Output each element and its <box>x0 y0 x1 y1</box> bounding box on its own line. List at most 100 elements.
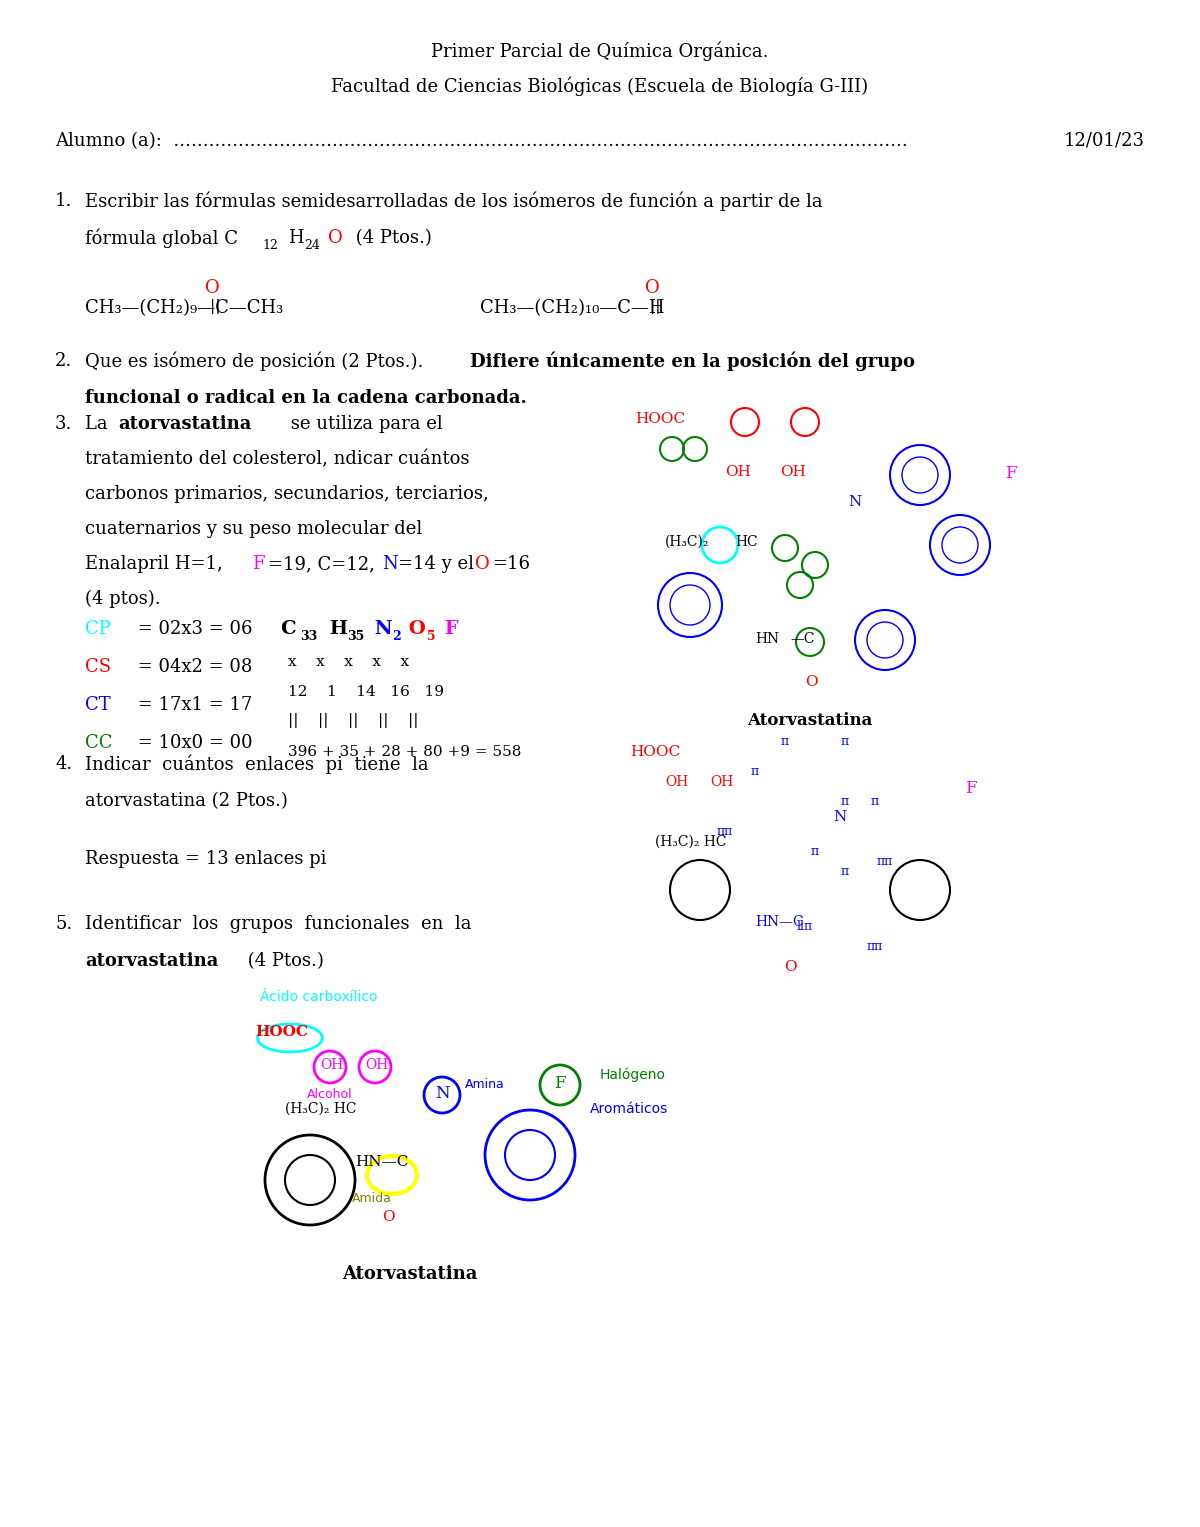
Text: Alcohol: Alcohol <box>307 1089 353 1101</box>
Text: fórmula global C: fórmula global C <box>85 229 238 249</box>
Text: ||: || <box>650 299 660 315</box>
Text: Amina: Amina <box>466 1078 505 1090</box>
Text: N: N <box>833 809 847 825</box>
Text: (4 Ptos.): (4 Ptos.) <box>350 229 432 247</box>
Text: Indicar  cuántos  enlaces  pi  tiene  la: Indicar cuántos enlaces pi tiene la <box>85 754 428 774</box>
Text: O: O <box>402 620 426 638</box>
Text: Primer Parcial de Química Orgánica.: Primer Parcial de Química Orgánica. <box>431 43 769 61</box>
Text: 12/01/23: 12/01/23 <box>1064 131 1145 150</box>
Text: Atorvastatina: Atorvastatina <box>748 712 872 728</box>
Text: =16: =16 <box>492 554 530 573</box>
Text: N: N <box>848 495 862 508</box>
Text: ππ: ππ <box>716 825 733 838</box>
Text: Facultad de Ciencias Biológicas (Escuela de Biología G-III): Facultad de Ciencias Biológicas (Escuela… <box>331 76 869 96</box>
Text: CC: CC <box>85 734 113 751</box>
Text: atorvastatina: atorvastatina <box>85 951 218 970</box>
Text: H: H <box>288 229 304 247</box>
Text: Que es isómero de posición (2 Ptos.).: Que es isómero de posición (2 Ptos.). <box>85 353 430 371</box>
Text: O: O <box>646 279 660 296</box>
Text: Ácido carboxílico: Ácido carboxílico <box>260 989 378 1003</box>
Text: OH: OH <box>665 776 689 789</box>
Text: Escribir las fórmulas semidesarrolladas de los isómeros de función a partir de l: Escribir las fórmulas semidesarrolladas … <box>85 192 823 212</box>
Text: CH₃—(CH₂)₁₀—C—H: CH₃—(CH₂)₁₀—C—H <box>480 299 665 318</box>
Text: HC: HC <box>734 534 757 550</box>
Text: = 10x0 = 00: = 10x0 = 00 <box>132 734 253 751</box>
Text: Enalapril H=1,: Enalapril H=1, <box>85 554 228 573</box>
Text: OH: OH <box>780 466 806 479</box>
Text: O: O <box>784 960 797 974</box>
Text: N: N <box>368 620 392 638</box>
Text: HOOC: HOOC <box>635 412 685 426</box>
Text: HN—C: HN—C <box>355 1154 408 1170</box>
Text: (H₃C)₂: (H₃C)₂ <box>665 534 709 550</box>
Text: llπ: llπ <box>797 919 814 933</box>
Text: —C: —C <box>790 632 815 646</box>
Text: O: O <box>382 1209 395 1225</box>
Text: 5.: 5. <box>55 915 72 933</box>
Text: carbonos primarios, secundarios, terciarios,: carbonos primarios, secundarios, terciar… <box>85 486 488 502</box>
Text: 1.: 1. <box>55 192 72 211</box>
Text: Amida: Amida <box>352 1193 392 1205</box>
Text: 24: 24 <box>304 240 320 252</box>
Text: x    x    x    x    x: x x x x x <box>288 655 409 669</box>
Text: =19, C=12,: =19, C=12, <box>268 554 380 573</box>
Text: (H₃C)₂ HC: (H₃C)₂ HC <box>655 835 726 849</box>
Text: N: N <box>382 554 397 573</box>
Text: = 04x2 = 08: = 04x2 = 08 <box>132 658 252 676</box>
Text: OH: OH <box>365 1058 389 1072</box>
Text: OH: OH <box>710 776 733 789</box>
Text: cuaternarios y su peso molecular del: cuaternarios y su peso molecular del <box>85 521 422 538</box>
Text: Respuesta = 13 enlaces pi: Respuesta = 13 enlaces pi <box>85 851 326 867</box>
Text: La: La <box>85 415 113 434</box>
Text: 3.: 3. <box>55 415 72 434</box>
Text: O: O <box>328 229 343 247</box>
Text: π: π <box>781 734 790 748</box>
Text: atorvastatina: atorvastatina <box>118 415 251 434</box>
Text: F: F <box>965 780 977 797</box>
Text: Atorvastatina: Atorvastatina <box>342 1264 478 1283</box>
Text: = 17x1 = 17: = 17x1 = 17 <box>132 696 252 715</box>
Text: se utiliza para el: se utiliza para el <box>286 415 443 434</box>
Text: π: π <box>751 765 760 777</box>
Text: 12: 12 <box>262 240 278 252</box>
Text: funcional o radical en la cadena carbonada.: funcional o radical en la cadena carbona… <box>85 389 527 408</box>
Text: (4 Ptos.): (4 Ptos.) <box>242 951 324 970</box>
Text: 33: 33 <box>300 631 317 643</box>
Text: Identificar  los  grupos  funcionales  en  la: Identificar los grupos funcionales en la <box>85 915 472 933</box>
Text: HOOC: HOOC <box>630 745 680 759</box>
Text: π: π <box>841 796 850 808</box>
Text: π: π <box>841 734 850 748</box>
Text: ||    ||    ||    ||    ||: || || || || || <box>288 713 419 728</box>
Text: O: O <box>805 675 817 689</box>
Text: 2.: 2. <box>55 353 72 370</box>
Text: Halógeno: Halógeno <box>600 1067 666 1083</box>
Text: tratamiento del colesterol, ndicar cuántos: tratamiento del colesterol, ndicar cuánt… <box>85 450 469 469</box>
Text: ππ: ππ <box>877 855 893 867</box>
Text: Difiere únicamente en la posición del grupo: Difiere únicamente en la posición del gr… <box>470 353 916 371</box>
Text: ππ: ππ <box>866 941 883 953</box>
Text: CT: CT <box>85 696 110 715</box>
Text: C: C <box>280 620 295 638</box>
Text: CP: CP <box>85 620 110 638</box>
Text: (4 ptos).: (4 ptos). <box>85 589 161 608</box>
Text: 12    1    14   16   19: 12 1 14 16 19 <box>288 686 444 699</box>
Text: 396 + 35 + 28 + 80 +9 = 558: 396 + 35 + 28 + 80 +9 = 558 <box>288 745 521 759</box>
Text: atorvastatina (2 Ptos.): atorvastatina (2 Ptos.) <box>85 793 288 809</box>
Text: H: H <box>323 620 348 638</box>
Text: 2: 2 <box>392 631 401 643</box>
Text: O: O <box>475 554 490 573</box>
Text: F: F <box>438 620 458 638</box>
Text: Aromáticos: Aromáticos <box>590 1102 668 1116</box>
Text: F: F <box>554 1075 566 1092</box>
Text: 4.: 4. <box>55 754 72 773</box>
Text: F: F <box>1006 466 1016 483</box>
Text: (H₃C)₂ HC: (H₃C)₂ HC <box>286 1102 356 1116</box>
Text: = 02x3 = 06: = 02x3 = 06 <box>132 620 252 638</box>
Text: HN—C: HN—C <box>755 915 804 928</box>
Text: π: π <box>811 844 820 858</box>
Text: HN: HN <box>755 632 779 646</box>
Text: OH: OH <box>725 466 751 479</box>
Text: π: π <box>871 796 880 808</box>
Text: =14 y el: =14 y el <box>398 554 480 573</box>
Text: π: π <box>841 864 850 878</box>
